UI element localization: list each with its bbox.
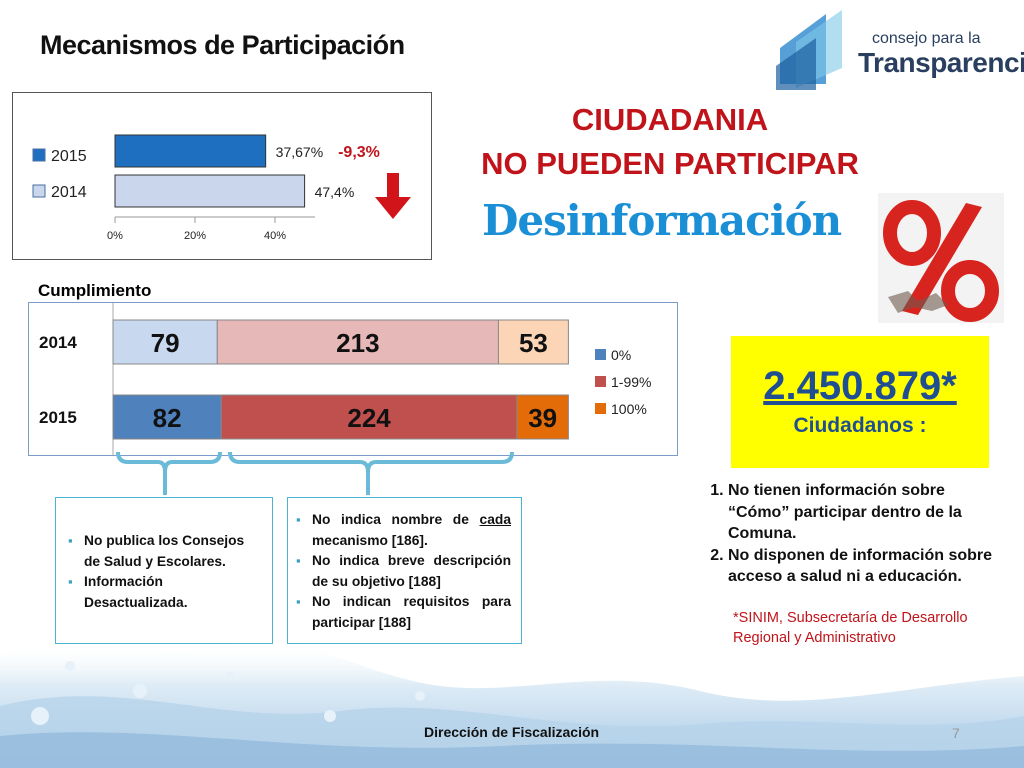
finding-item: Información Desactualizada. — [66, 572, 262, 613]
segment-value-label: 79 — [151, 328, 180, 358]
finding-box-1: No publica los Consejos de Salud y Escol… — [55, 497, 273, 644]
percent-sign-icon — [878, 193, 1004, 323]
footer-label: Dirección de Fiscalización — [424, 724, 600, 740]
legend-label: 2015 — [51, 148, 87, 165]
x-tick-label: 20% — [184, 230, 206, 242]
legend-swatch — [595, 403, 606, 414]
bar-segment-2015-0 — [112, 394, 222, 440]
finding-text-underlined: cada — [479, 512, 511, 527]
heading-line1: CIUDADANIA — [571, 102, 769, 137]
stat-box — [731, 336, 989, 468]
legend-label: 2014 — [51, 184, 87, 201]
bar-2014 — [114, 174, 306, 208]
legend-label: 100% — [611, 401, 647, 417]
legend-label: 0% — [611, 347, 631, 363]
note-item: No tienen información sobre “Cómo” parti… — [728, 480, 1008, 545]
page-title: Mecanismos de Participación — [40, 30, 405, 60]
heading-subtitle: Desinformación — [482, 196, 842, 245]
segment-value-label: 224 — [347, 403, 391, 433]
finding-item: No indica nombre de cada mecanismo [186]… — [294, 510, 511, 551]
finding-item: No publica los Consejos de Salud y Escol… — [66, 531, 262, 572]
bar-2015 — [114, 134, 267, 168]
heading-line2: NO PUEDEN PARTICIPAR — [481, 146, 859, 181]
x-tick-label: 0% — [107, 230, 123, 242]
notes-list: No tienen información sobre “Cómo” parti… — [708, 480, 1008, 588]
stat-value: 2.450.879* — [763, 364, 957, 408]
down-arrow-icon — [375, 173, 411, 219]
heading-block: CIUDADANIA NO PUEDEN PARTICIPAR — [440, 98, 900, 186]
legend-swatch — [32, 148, 46, 162]
bar-segment-2014-0 — [112, 319, 218, 365]
bar-segment-2015-2 — [516, 394, 569, 440]
legend-swatch — [595, 376, 606, 387]
category-label: 2014 — [39, 333, 77, 352]
consejo-logo — [776, 10, 842, 90]
x-tick-label: 40% — [264, 230, 286, 242]
chart-participation-change: 2015 2014 37,67% 47,4% 0% 20% 40% -9,3% — [12, 92, 432, 260]
segment-value-label: 53 — [519, 328, 548, 358]
legend-swatch — [595, 349, 606, 360]
source-note: *SINIM, Subsecretaría de Desarrollo Regi… — [733, 610, 968, 646]
section-label: Cumplimiento — [38, 281, 152, 300]
bracket-connectors — [116, 451, 514, 495]
finding-text: No indica nombre de — [312, 512, 480, 527]
note-item: No disponen de información sobre acceso … — [728, 545, 1008, 588]
segment-value-label: 39 — [528, 403, 557, 433]
water-splash-decoration — [0, 641, 1024, 768]
change-label: -9,3% — [338, 144, 380, 161]
chart-compliance: 2014 2015 79 213 53 82 224 39 0% 1-99% 100% — [28, 302, 678, 456]
stat-label: Ciudadanos : — [793, 414, 927, 437]
segment-value-label: 82 — [153, 403, 182, 433]
finding-item: No indican requisitos para participar [1… — [294, 592, 511, 633]
page-number: 7 — [952, 725, 960, 741]
logo-line1: consejo para la — [872, 30, 981, 47]
bar-segment-2014-1 — [216, 319, 499, 365]
finding-box-2: No indica nombre de cada mecanismo [186]… — [287, 497, 522, 644]
bar-value-label: 47,4% — [315, 184, 355, 200]
legend-label: 1-99% — [611, 374, 651, 390]
bar-segment-2014-2 — [497, 319, 569, 365]
bar-value-label: 37,67% — [276, 144, 323, 160]
finding-item: No indica breve descripción de su objeti… — [294, 551, 511, 592]
segment-value-label: 213 — [336, 328, 379, 358]
category-label: 2015 — [39, 408, 77, 427]
legend-swatch — [32, 184, 46, 198]
finding-text: mecanismo [186]. — [312, 532, 428, 548]
logo-line2: Transparencia — [858, 47, 1024, 78]
